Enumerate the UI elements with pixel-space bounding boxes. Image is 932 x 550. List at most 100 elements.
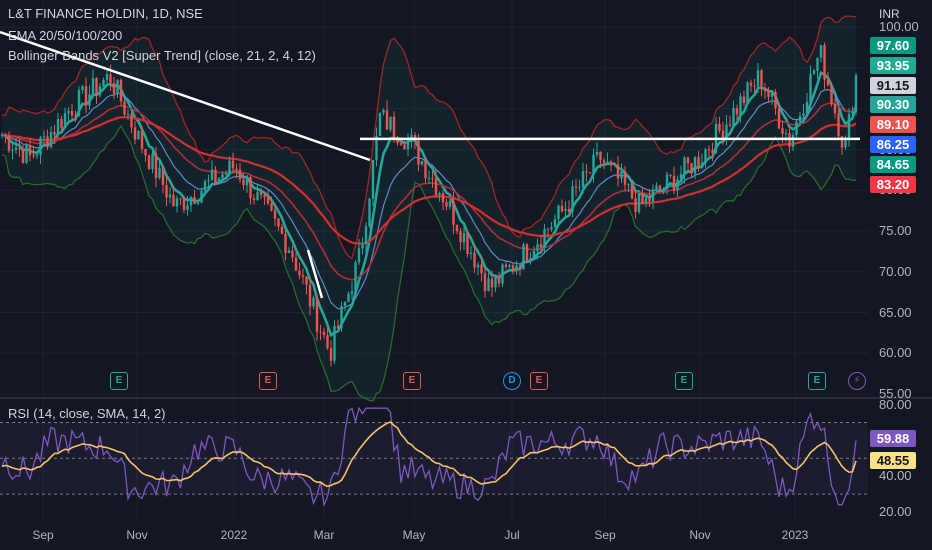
earnings-icon[interactable]: E (259, 372, 277, 390)
candle (424, 161, 427, 179)
earnings-icon[interactable]: E (530, 372, 548, 390)
candle (133, 127, 137, 140)
candle (42, 136, 46, 138)
candle (613, 163, 616, 165)
candle (452, 200, 455, 225)
candle (627, 183, 630, 185)
price-tag: 97.60 (870, 37, 916, 54)
candle (735, 108, 739, 115)
earnings-icon[interactable]: E (403, 372, 421, 390)
candle (448, 200, 452, 207)
candle (676, 179, 679, 191)
candle (280, 226, 284, 235)
candle (725, 124, 728, 139)
candle (658, 185, 662, 191)
earnings-icon[interactable]: E (110, 372, 128, 390)
candle (364, 226, 368, 245)
candle (781, 128, 784, 134)
ema-legend[interactable]: EMA 20/50/100/200 (8, 28, 123, 43)
candle (455, 224, 459, 232)
candle (686, 157, 690, 164)
candle (235, 168, 238, 170)
candle (308, 284, 312, 307)
price-axis-tick: 100.00 (879, 19, 919, 35)
candle (592, 154, 595, 173)
candle (739, 96, 742, 115)
candle (672, 175, 676, 191)
candle (515, 265, 518, 272)
candle (7, 136, 11, 151)
candle (620, 171, 623, 179)
candle (277, 218, 280, 227)
candle (175, 198, 179, 207)
candle (410, 135, 413, 139)
candle (102, 80, 105, 87)
candle (88, 94, 91, 106)
candle (553, 219, 557, 228)
candle (445, 202, 448, 207)
candle (56, 118, 60, 135)
earnings-icon[interactable]: E (675, 372, 693, 390)
candle (480, 264, 483, 274)
rsi-tag: 48.55 (870, 452, 916, 469)
candle (343, 302, 347, 307)
candle (651, 189, 655, 202)
candle (326, 335, 329, 349)
candle (837, 113, 840, 137)
candle (385, 110, 389, 130)
candle (245, 177, 249, 186)
candle (539, 244, 543, 248)
trendline-descending (0, 30, 371, 162)
candle (231, 160, 235, 169)
candle (186, 205, 189, 210)
symbol-legend[interactable]: L&T FINANCE HOLDIN, 1D, NSE (8, 6, 203, 21)
candle (340, 306, 343, 329)
candle (39, 137, 42, 155)
grid (0, 0, 932, 520)
candle (81, 86, 84, 90)
price-axis-tick: 70.00 (879, 263, 912, 279)
candle (0, 135, 4, 137)
currency-label: INR (879, 7, 900, 21)
candle (322, 331, 326, 336)
candle (347, 293, 350, 303)
dividend-icon[interactable]: D (503, 372, 521, 390)
candle (70, 110, 74, 116)
candle (266, 197, 270, 204)
candle (172, 194, 175, 207)
candle (270, 203, 273, 211)
candle (476, 264, 480, 268)
candle (550, 227, 553, 230)
price-tag: 84.65 (870, 155, 916, 173)
candle (301, 275, 305, 277)
candle (417, 140, 420, 165)
candle (189, 196, 193, 206)
candle (329, 348, 333, 361)
candle (252, 198, 256, 200)
bb-legend[interactable]: Bollinger Bands V2 [Super Trend] (close,… (8, 48, 316, 63)
candle (357, 248, 361, 263)
trendlines (0, 30, 860, 299)
rsi-axis-tick: 20.00 (879, 504, 912, 519)
earnings-icon[interactable]: E (808, 372, 826, 390)
candle (823, 45, 826, 80)
rsi-axis-tick: 80.00 (879, 396, 912, 412)
candle (256, 192, 259, 200)
time-axis-tick: Jul (504, 528, 520, 542)
candle (732, 108, 735, 126)
price-tag: 93.95 (870, 56, 916, 74)
split-icon[interactable]: ⚡ (848, 372, 866, 390)
candle (812, 70, 816, 74)
candle (557, 205, 560, 220)
candle (662, 188, 665, 191)
candle (287, 250, 291, 254)
rsi-legend[interactable]: RSI (14, close, SMA, 14, 2) (8, 406, 166, 421)
candle (637, 192, 641, 213)
candle (119, 79, 123, 102)
candle (35, 154, 39, 156)
candle (616, 164, 620, 179)
candle (746, 82, 749, 103)
trendline-drop (306, 249, 324, 299)
candle (585, 171, 588, 173)
